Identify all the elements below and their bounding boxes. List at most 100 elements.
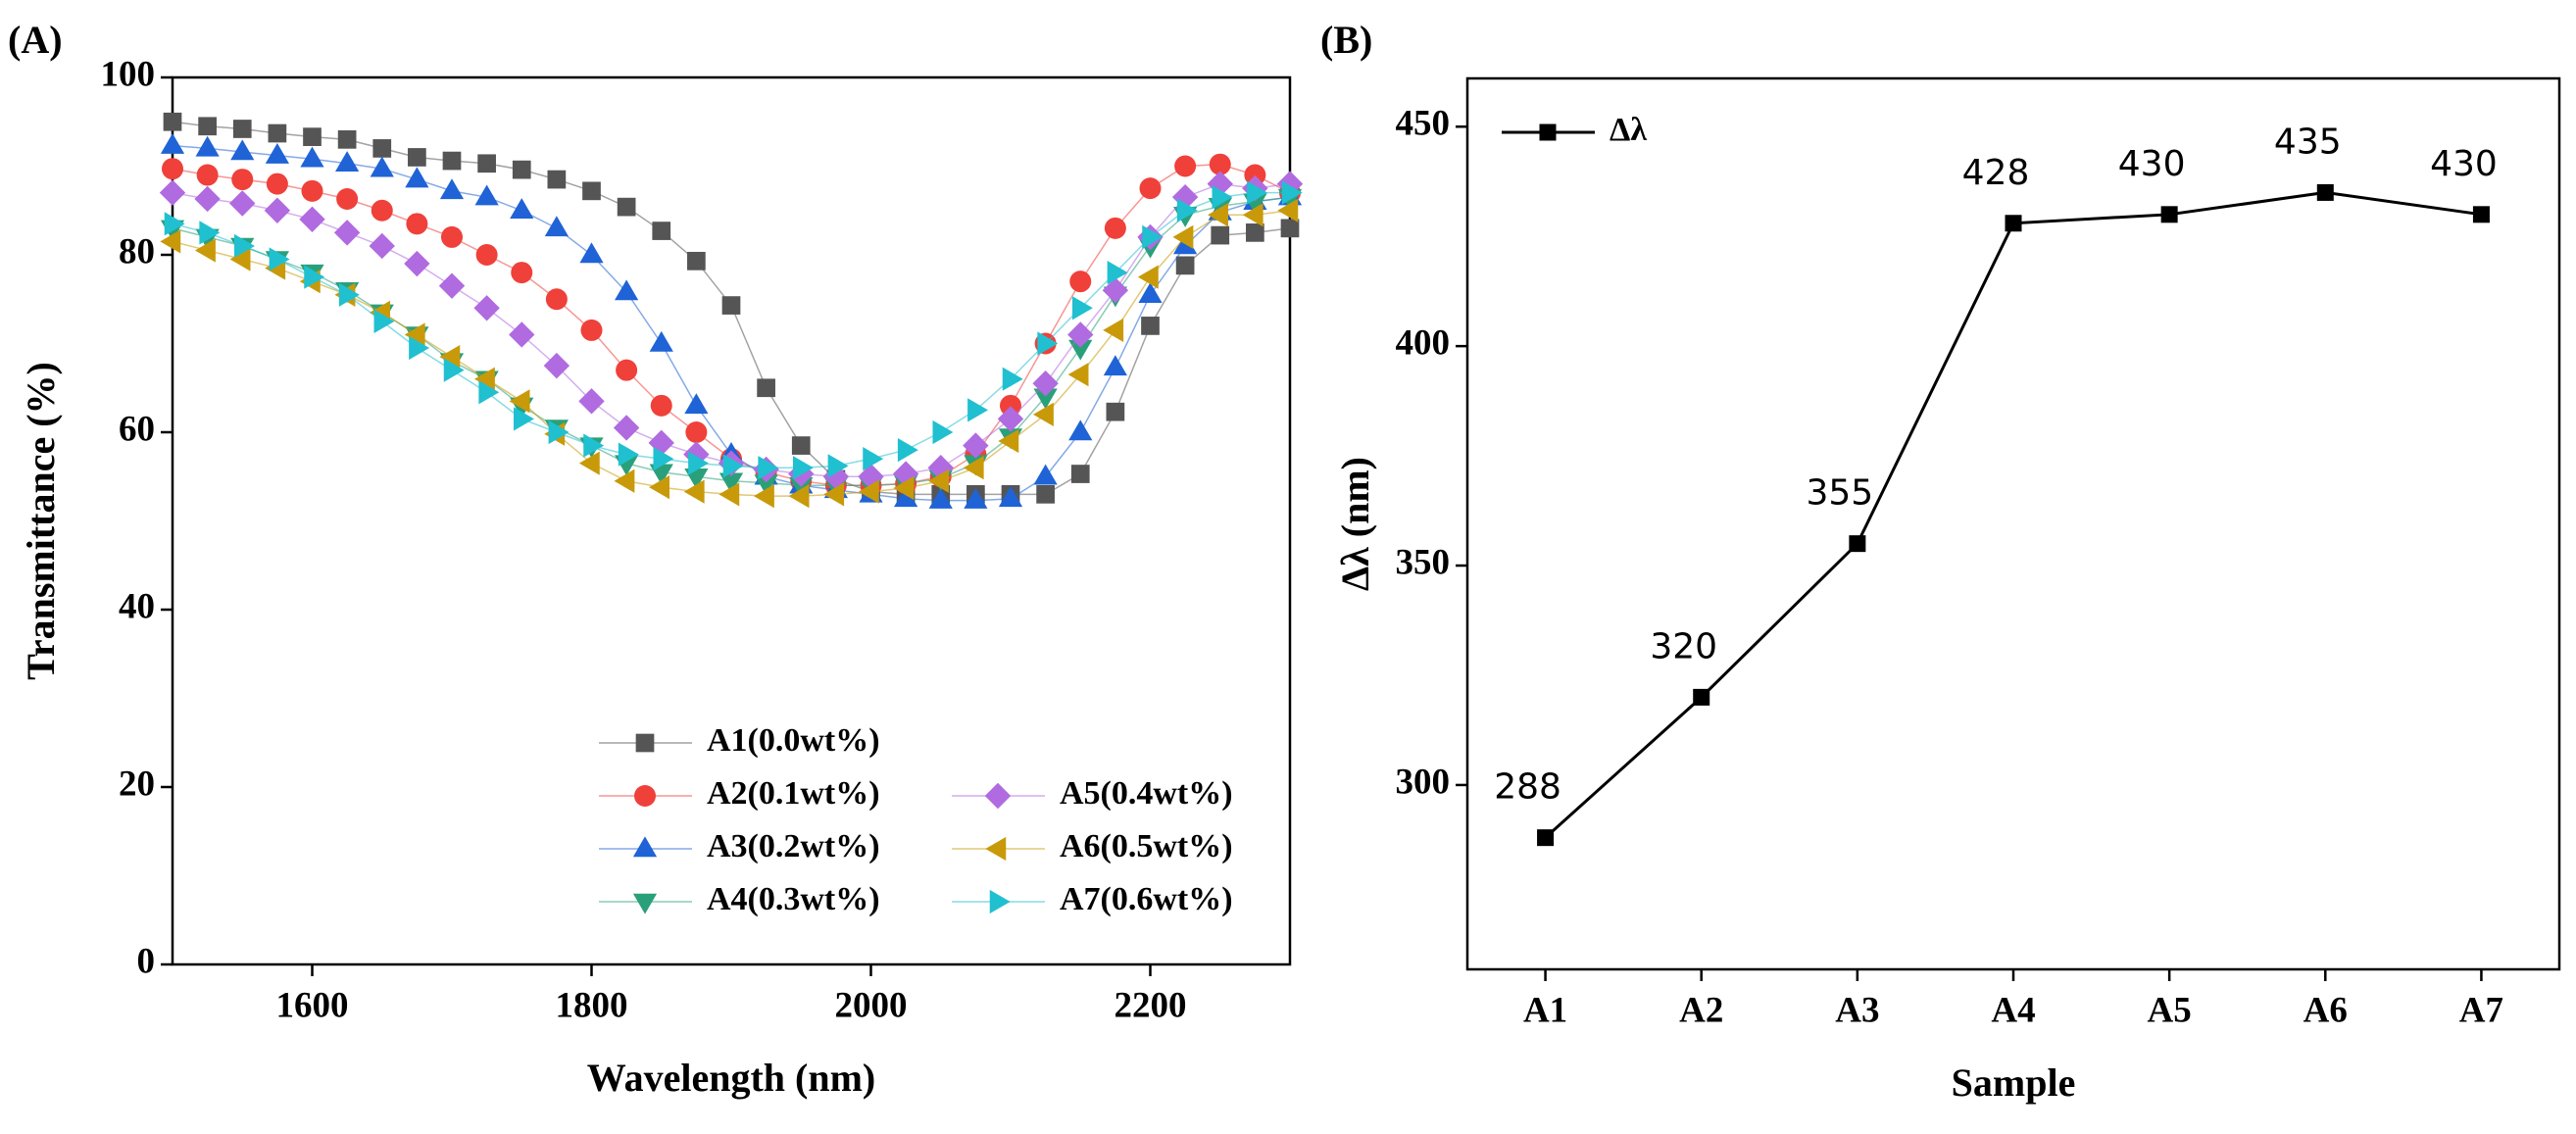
marker (442, 151, 462, 171)
marker (757, 378, 775, 398)
marker (718, 482, 740, 507)
marker (511, 262, 533, 284)
marker (984, 782, 1012, 810)
x-tick-label: A7 (2459, 990, 2503, 1030)
marker (406, 213, 428, 235)
marker (370, 156, 394, 177)
marker (229, 190, 256, 217)
marker (1539, 123, 1557, 141)
marker (1067, 363, 1089, 387)
marker (2316, 183, 2334, 201)
marker (194, 185, 221, 213)
marker (998, 428, 1019, 454)
y-tick-label: 40 (119, 586, 155, 626)
panel-label: (B) (1320, 18, 1372, 62)
marker (998, 486, 1023, 508)
marker (474, 184, 499, 206)
plot-frame (1465, 76, 2561, 971)
marker (650, 394, 672, 417)
marker (1172, 224, 1194, 249)
marker (404, 250, 430, 277)
marker (1176, 198, 1198, 222)
marker (405, 167, 429, 188)
marker (928, 488, 953, 509)
marker (336, 187, 359, 210)
marker (1208, 203, 1228, 227)
marker (338, 282, 360, 307)
marker (1106, 402, 1125, 421)
marker (684, 393, 709, 415)
legend-label: A6(0.5wt%) (1060, 828, 1233, 864)
marker (722, 454, 744, 478)
marker (1209, 153, 1231, 175)
y-tick-label: 400 (1396, 323, 1451, 364)
marker (509, 389, 530, 414)
marker (478, 380, 500, 405)
marker (477, 154, 496, 173)
marker (369, 232, 395, 260)
marker (303, 127, 322, 146)
marker (1281, 180, 1303, 205)
marker (231, 169, 254, 191)
marker (1246, 223, 1264, 242)
marker (614, 468, 635, 493)
marker (1139, 177, 1162, 200)
marker (932, 419, 954, 445)
y-tick-label: 60 (119, 409, 155, 449)
marker (475, 244, 498, 266)
marker (649, 330, 673, 352)
marker (685, 421, 708, 443)
marker (2005, 215, 2022, 232)
marker (373, 309, 395, 333)
marker (1244, 164, 1266, 186)
marker (789, 477, 814, 498)
marker (230, 139, 255, 161)
marker (266, 173, 288, 195)
marker (615, 279, 639, 301)
marker (963, 456, 984, 480)
marker (788, 484, 810, 509)
marker (754, 474, 778, 496)
marker (963, 432, 989, 459)
marker (160, 229, 181, 254)
marker (1068, 419, 1093, 441)
marker (1070, 465, 1090, 483)
x-axis-label: Sample (1952, 1060, 2076, 1105)
data-label: 430 (2118, 144, 2186, 184)
y-tick-label: 80 (119, 231, 155, 271)
marker (164, 212, 185, 236)
marker (793, 456, 814, 480)
marker (301, 179, 323, 202)
marker (967, 398, 989, 422)
marker (578, 451, 600, 475)
marker (232, 120, 252, 138)
y-tick-label: 100 (101, 54, 156, 94)
marker (265, 142, 289, 164)
marker (893, 475, 915, 501)
marker (160, 133, 185, 154)
marker (234, 233, 255, 259)
x-tick-label: A6 (2304, 990, 2348, 1030)
panel-label: (A) (8, 18, 63, 62)
marker (333, 220, 361, 246)
marker (721, 296, 741, 315)
data-label: 288 (1494, 767, 1561, 808)
marker (162, 158, 183, 180)
data-label: 355 (1806, 473, 1873, 514)
marker (687, 251, 706, 271)
marker (632, 893, 658, 914)
marker (578, 388, 605, 415)
marker (1212, 185, 1233, 210)
marker (1107, 261, 1128, 285)
marker (548, 419, 570, 445)
marker (443, 358, 465, 382)
marker (337, 130, 357, 149)
legend-label: A4(0.3wt%) (707, 881, 880, 917)
legend-label: A2(0.1wt%) (707, 775, 880, 812)
marker (1032, 402, 1054, 426)
marker (510, 198, 534, 219)
marker (409, 335, 430, 361)
marker (439, 344, 461, 370)
marker (1141, 317, 1160, 335)
